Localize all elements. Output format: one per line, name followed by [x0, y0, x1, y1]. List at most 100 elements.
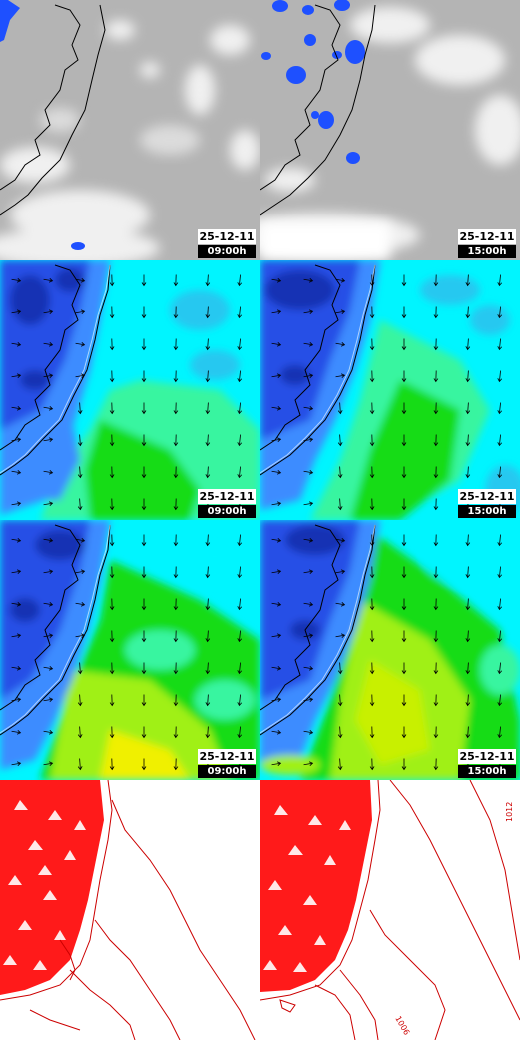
- wind-arrow: [497, 694, 503, 707]
- wind-arrow: [271, 602, 282, 607]
- wind-arrow: [109, 726, 115, 739]
- wind-arrow: [205, 274, 211, 287]
- wind-arrow: [337, 662, 343, 675]
- wind-arrow: [303, 501, 314, 506]
- wind-high-panel-1500: 25-12-11 15:00h: [260, 520, 520, 780]
- wind-arrow: [303, 761, 314, 766]
- date-label: 25-12-11: [458, 229, 516, 244]
- wind-arrow: [433, 306, 439, 319]
- wind-arrow: [303, 437, 314, 442]
- wind-arrow: [75, 602, 86, 607]
- wind-arrow: [271, 406, 282, 411]
- timestamp-0900: 25-12-11 09:00h: [198, 749, 256, 778]
- wind-arrow: [75, 342, 86, 347]
- wind-arrow: [141, 434, 147, 447]
- wind-arrow: [237, 402, 243, 415]
- isobar-map-0900: [0, 780, 260, 1040]
- wind-arrow: [433, 370, 439, 383]
- wind-arrow: [11, 342, 22, 347]
- satellite-panel-1500: 25-12-11 15:00h: [260, 0, 520, 260]
- wind-arrow: [497, 726, 503, 739]
- wind-arrow: [43, 309, 54, 314]
- wind-arrow: [11, 697, 22, 702]
- wind-arrow: [43, 373, 54, 378]
- wind-arrow: [77, 498, 83, 511]
- wind-arrow: [433, 598, 439, 611]
- wind-arrow: [401, 498, 407, 511]
- wind-arrow: [369, 534, 375, 547]
- satellite-map-1500: [260, 0, 520, 260]
- wind-arrow: [369, 598, 375, 611]
- wind-arrow: [271, 761, 282, 766]
- wind-arrow: [77, 434, 83, 447]
- wind-arrow: [497, 274, 503, 287]
- wind-arrow: [11, 666, 22, 671]
- wind-arrow: [75, 373, 86, 378]
- wind-arrow: [173, 630, 179, 643]
- wind-arrow: [205, 402, 211, 415]
- wind-arrow: [109, 758, 115, 771]
- wind-arrow: [141, 566, 147, 579]
- wind-arrow: [271, 437, 282, 442]
- wind-arrow: [465, 274, 471, 287]
- wind-arrow: [141, 598, 147, 611]
- wind-arrow: [401, 466, 407, 479]
- wind-arrow: [141, 370, 147, 383]
- wind-arrow: [335, 633, 346, 638]
- wind-arrow: [497, 598, 503, 611]
- wind-arrow: [141, 402, 147, 415]
- wind-arrow: [401, 370, 407, 383]
- wind-arrow: [237, 306, 243, 319]
- wind-arrow: [465, 466, 471, 479]
- wind-arrow: [109, 306, 115, 319]
- wind-arrow: [369, 662, 375, 675]
- wind-arrow: [271, 501, 282, 506]
- wind-arrow: [141, 466, 147, 479]
- wind-arrow: [173, 306, 179, 319]
- wind-arrow: [77, 694, 83, 707]
- wind-arrow: [43, 437, 54, 442]
- wind-arrow: [401, 726, 407, 739]
- wind-arrow: [335, 278, 346, 283]
- wind-arrow: [271, 666, 282, 671]
- wind-arrow: [173, 498, 179, 511]
- wind-arrow: [141, 630, 147, 643]
- wind-arrow: [237, 630, 243, 643]
- wind-arrow: [173, 338, 179, 351]
- wind-arrow: [77, 466, 83, 479]
- wind-arrow: [43, 633, 54, 638]
- wind-low-map-0900: [0, 260, 260, 520]
- wind-arrow: [77, 726, 83, 739]
- wind-arrow: [337, 758, 343, 771]
- pressure-panel-0900: [0, 780, 260, 1040]
- wind-arrow: [237, 466, 243, 479]
- wind-arrow: [369, 726, 375, 739]
- wind-arrow: [337, 726, 343, 739]
- wind-arrow: [109, 498, 115, 511]
- wind-arrow: [205, 338, 211, 351]
- wind-arrow: [109, 534, 115, 547]
- wind-arrow: [497, 306, 503, 319]
- wind-arrow: [303, 666, 314, 671]
- wind-arrow: [401, 694, 407, 707]
- wind-arrow: [141, 338, 147, 351]
- wind-arrow: [109, 630, 115, 643]
- wind-arrow: [401, 662, 407, 675]
- wind-arrow: [237, 694, 243, 707]
- wind-arrow: [335, 602, 346, 607]
- wind-arrow: [303, 633, 314, 638]
- pressure-panel-1500: 1012 1006: [260, 780, 520, 1040]
- timestamp-0900: 25-12-11 09:00h: [198, 489, 256, 518]
- wind-arrow: [75, 569, 86, 574]
- wind-arrow: [109, 566, 115, 579]
- wind-arrow: [271, 470, 282, 475]
- wind-arrow: [433, 662, 439, 675]
- wind-arrow: [465, 598, 471, 611]
- wind-arrow: [237, 566, 243, 579]
- wind-arrow: [497, 402, 503, 415]
- wind-arrow: [271, 309, 282, 314]
- wind-arrow: [303, 602, 314, 607]
- wind-arrow: [11, 538, 22, 543]
- wind-arrow: [401, 402, 407, 415]
- wind-arrow: [433, 498, 439, 511]
